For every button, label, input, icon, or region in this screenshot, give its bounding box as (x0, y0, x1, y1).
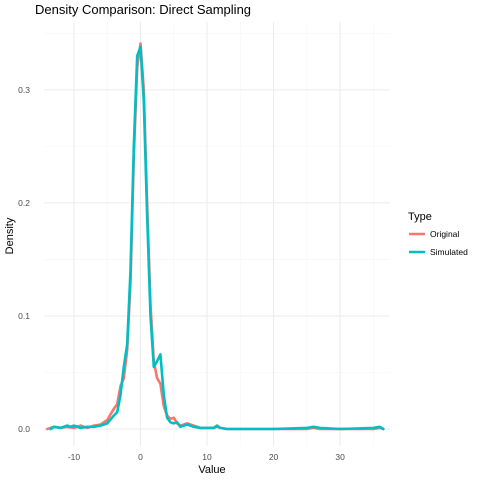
x-tick-label: 10 (202, 452, 212, 462)
x-axis-title: Value (198, 464, 225, 476)
minor-gridlines (44, 22, 390, 446)
series-line-original (45, 42, 385, 431)
y-tick-label: 0.2 (18, 198, 30, 208)
series-line-simulated (49, 45, 385, 431)
y-tick-label: 0.0 (18, 424, 30, 434)
legend: Type Original Simulated (408, 211, 468, 257)
legend-label-simulated: Simulated (430, 247, 468, 257)
y-tick-label: 0.1 (18, 311, 30, 321)
x-tick-label: 0 (138, 452, 143, 462)
major-gridlines (44, 22, 390, 446)
chart-title: Density Comparison: Direct Sampling (35, 2, 251, 17)
x-tick-label: 20 (269, 452, 279, 462)
series-lines (45, 42, 385, 431)
x-tick-label: -10 (68, 452, 81, 462)
y-axis-title: Density (4, 217, 16, 254)
x-tick-label: 30 (335, 452, 345, 462)
x-axis-ticks: -10 0 10 20 30 (68, 452, 345, 462)
y-tick-label: 0.3 (18, 85, 30, 95)
legend-label-original: Original (430, 229, 459, 239)
legend-title: Type (408, 211, 432, 223)
y-axis-ticks: 0.0 0.1 0.2 0.3 (18, 85, 30, 434)
